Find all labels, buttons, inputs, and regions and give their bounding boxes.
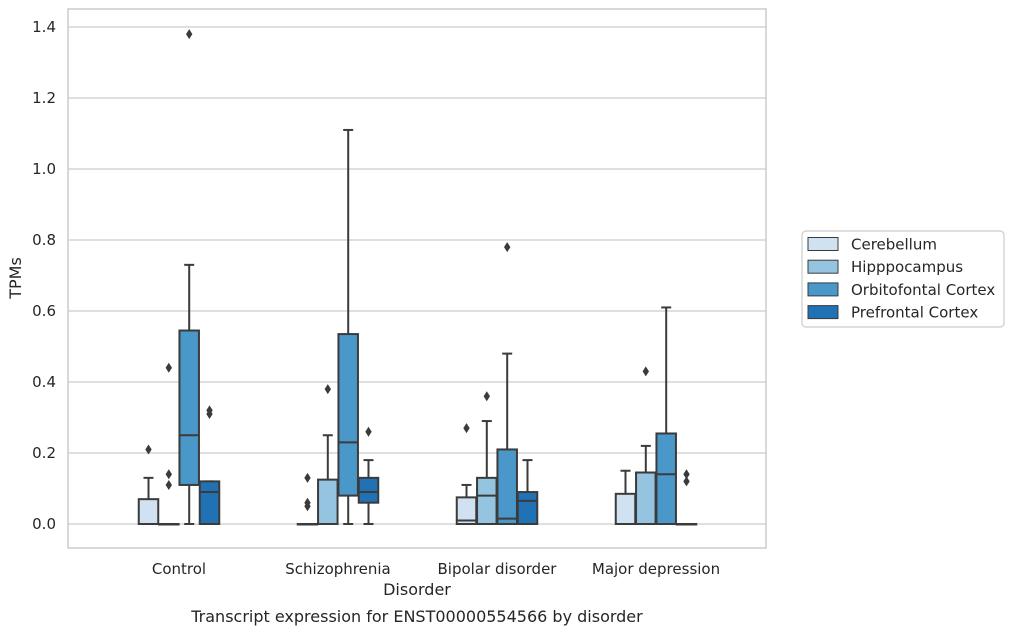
box-group [158, 362, 180, 526]
box [516, 491, 539, 525]
y-tick-label: 1.2 [32, 89, 56, 107]
legend: Cerebellum Hipppocampus Orbitofontal Corte… [801, 230, 1005, 328]
box-group [198, 405, 221, 525]
box [178, 329, 200, 486]
outlier-point [324, 384, 331, 395]
legend-swatch [807, 305, 839, 320]
legend-label: Hipppocampus [851, 258, 963, 276]
box [476, 476, 498, 526]
outlier-point [165, 479, 172, 490]
box-group [635, 366, 657, 525]
y-tick-label: 0.0 [32, 515, 56, 533]
outlier-point [165, 362, 172, 373]
x-tick-label: Major depression [592, 560, 720, 578]
legend-label: Prefrontal Cortex [851, 304, 978, 322]
outlier-point [483, 391, 490, 402]
x-axis-ticks: Control Schizophrenia Bipolar disorder Majo… [152, 560, 720, 578]
legend-swatch [807, 259, 839, 274]
x-tick-label: Schizophrenia [285, 560, 390, 578]
box [137, 498, 160, 525]
plot-frame [67, 8, 767, 549]
chart-caption: Transcript expression for ENST0000055456… [190, 607, 643, 626]
legend-swatch [807, 282, 839, 297]
outlier-point [365, 426, 372, 437]
legend-label: Orbitofontal Cortex [851, 281, 995, 299]
y-axis-label: TPMs [6, 257, 25, 300]
y-tick-label: 0.2 [32, 444, 56, 462]
box [614, 492, 637, 526]
y-tick-label: 0.8 [32, 231, 56, 249]
legend-swatch [807, 237, 839, 251]
box [635, 471, 657, 525]
outlier-point [186, 29, 193, 40]
box [655, 432, 677, 526]
legend-label: Cerebellum [851, 236, 937, 254]
box-group [137, 444, 160, 525]
outlier-point [304, 472, 311, 483]
box-group [675, 469, 698, 526]
box-group [455, 423, 478, 525]
outlier-point [504, 242, 511, 253]
legend-frame [801, 230, 1005, 328]
outlier-point [304, 497, 311, 508]
outlier-point [463, 423, 470, 434]
outlier-point [206, 405, 213, 416]
box-group [296, 472, 319, 526]
box-group [614, 469, 637, 526]
box [317, 478, 339, 525]
box-group [178, 29, 200, 525]
y-tick-label: 0.6 [32, 302, 56, 320]
outlier-point [145, 444, 152, 455]
outlier-point [683, 476, 690, 487]
y-tick-label: 1.4 [32, 18, 56, 36]
box-group [516, 459, 539, 525]
outlier-point [642, 366, 649, 377]
box [337, 333, 359, 497]
outlier-point [683, 469, 690, 480]
box-group [655, 306, 677, 526]
box-group [476, 391, 498, 526]
x-tick-label: Control [152, 560, 206, 578]
outlier-point [165, 469, 172, 480]
box-group [496, 242, 518, 526]
box-group [317, 384, 339, 525]
box-group [357, 426, 380, 525]
box [198, 480, 221, 525]
x-axis-label: Disorder [383, 580, 451, 599]
y-axis-ticks: 0.0 0.2 0.4 0.6 0.8 1.0 1.2 1.4 [32, 18, 56, 533]
box-group [337, 128, 359, 525]
box [357, 476, 380, 504]
box [496, 448, 518, 526]
x-tick-label: Bipolar disorder [438, 560, 558, 578]
y-tick-label: 1.0 [32, 160, 56, 178]
plot-marks [137, 29, 698, 526]
y-tick-label: 0.4 [32, 373, 56, 391]
